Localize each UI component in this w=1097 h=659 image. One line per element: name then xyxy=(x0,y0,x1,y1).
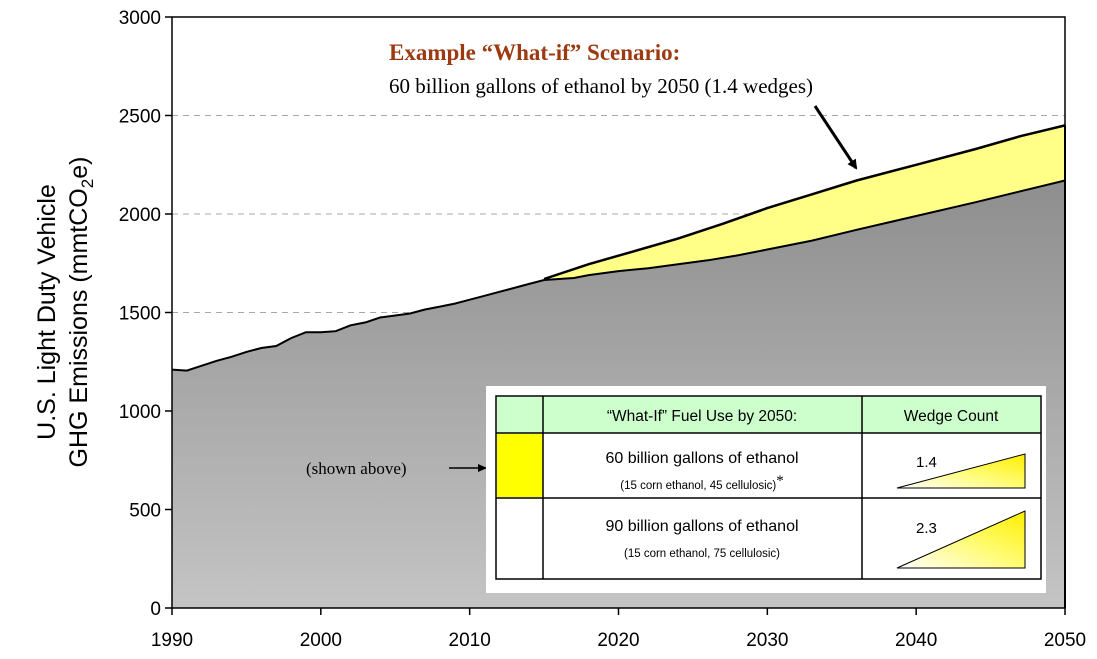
y-tick-label-1000: 1000 xyxy=(119,402,161,423)
y-tick-label-2000: 2000 xyxy=(119,205,161,226)
annotation-title: Example “What-if” Scenario: xyxy=(389,40,680,65)
y-axis-title-line2: GHG Emissions (mmtCO2e) xyxy=(65,157,97,468)
y-axis: 0 500 1000 1500 2000 2500 3000 xyxy=(119,8,172,620)
table-header-wedge-count: Wedge Count xyxy=(904,408,999,425)
x-tick-label-2000: 2000 xyxy=(300,630,342,651)
series-wedge-line xyxy=(543,124,1066,281)
y-tick-label-1500: 1500 xyxy=(119,304,161,325)
y-axis-title-line1: U.S. Light Duty Vehicle xyxy=(33,184,61,440)
y-tick-label-3000: 3000 xyxy=(119,8,161,29)
x-tick-label-2030: 2030 xyxy=(746,630,788,651)
y-axis-title-prefix: GHG Emissions (mmtCO xyxy=(65,188,93,467)
y-tick-label-2500: 2500 xyxy=(119,107,161,128)
y-tick-label-0: 0 xyxy=(150,599,161,620)
x-tick-label-2010: 2010 xyxy=(449,630,491,651)
row1-detail: (15 corn ethanol, 45 cellulosic) xyxy=(620,480,776,492)
x-tick-label-1990: 1990 xyxy=(151,630,193,651)
row1-detail-line: (15 corn ethanol, 45 cellulosic)* xyxy=(620,473,783,492)
x-tick-label-2040: 2040 xyxy=(895,630,937,651)
x-tick-label-2020: 2020 xyxy=(597,630,639,651)
row2-detail-line: (15 corn ethanol, 75 cellulosic) xyxy=(624,548,780,560)
row1-swatch xyxy=(497,434,543,497)
gridlines xyxy=(172,115,1065,313)
x-axis: 1990 2000 2010 2020 2030 2040 2050 xyxy=(151,608,1086,651)
row2-detail: (15 corn ethanol, 75 cellulosic) xyxy=(624,548,780,560)
scenario-table: “What-If” Fuel Use by 2050: Wedge Count … xyxy=(486,386,1046,593)
row2-wedge-icon xyxy=(896,510,1026,569)
row1-wedge-icon xyxy=(896,453,1026,489)
shown-above-label: (shown above) xyxy=(306,459,407,478)
x-tick-label-2050: 2050 xyxy=(1044,630,1086,651)
table-header-fuel-use: “What-If” Fuel Use by 2050: xyxy=(607,408,797,425)
row1-wedge-count: 1.4 xyxy=(916,454,937,471)
row1-mark: * xyxy=(776,473,784,489)
row2-main: 90 billion gallons of ethanol xyxy=(605,518,798,535)
series-wedge-area xyxy=(544,125,1065,281)
row1-main: 60 billion gallons of ethanol xyxy=(605,450,798,467)
row2-wedge-count: 2.3 xyxy=(916,520,937,537)
annotation-background xyxy=(382,34,987,106)
y-axis-title: U.S. Light Duty Vehicle GHG Emissions (m… xyxy=(33,157,97,468)
series-baseline-line xyxy=(171,179,1066,372)
annotation-subtitle: 60 billion gallons of ethanol by 2050 (1… xyxy=(389,74,813,98)
annotation-arrow xyxy=(813,105,858,170)
table-header-row xyxy=(497,397,1040,433)
y-axis-title-suffix: e) xyxy=(65,157,93,179)
y-tick-label-500: 500 xyxy=(129,501,161,522)
y-axis-title-subscript: 2 xyxy=(78,179,97,188)
